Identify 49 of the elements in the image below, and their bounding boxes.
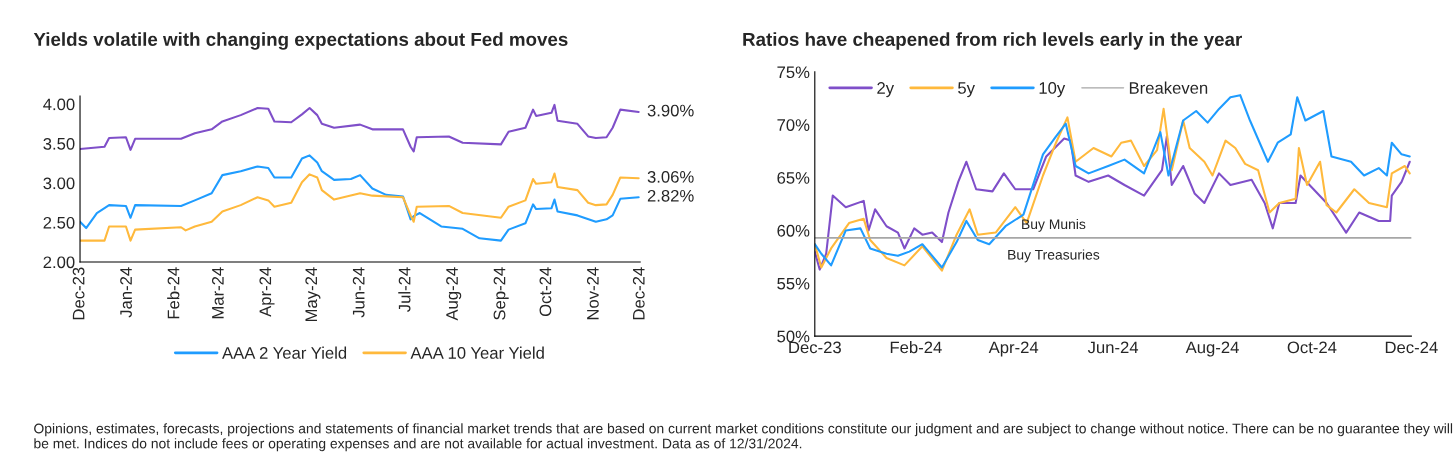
x-tick-label: Dec-23 (789, 341, 841, 354)
line-series (80, 154, 640, 242)
y-tick-label: 2.50 (43, 216, 75, 229)
chart-title: Yields volatile with changing expectations about Fed moves (33, 32, 568, 50)
y-tick-label: 60% (777, 224, 810, 237)
line-series (80, 103, 640, 153)
x-tick-label: Nov-24 (586, 267, 599, 320)
x-tick-label: Feb-24 (167, 267, 180, 319)
x-tick-label: Jun-24 (1087, 341, 1139, 354)
x-tick-label: Dec-24 (632, 267, 645, 320)
annotation: 3.06% (647, 170, 694, 183)
x-tick-label: Dec-24 (1385, 341, 1438, 354)
chart-title: Ratios have cheapened from rich levels early in the year (743, 32, 1242, 50)
x-tick-label: Dec-23 (72, 267, 85, 320)
legend-label: 2y (877, 82, 895, 98)
y-tick-label: 75% (777, 66, 810, 79)
x-tick-label: Apr-24 (259, 267, 275, 317)
x-tick-label: Mar-24 (211, 267, 224, 319)
annotation: 2.82% (647, 189, 694, 202)
legend-label: AAA 10 Year Yield (410, 346, 544, 359)
line-series (814, 135, 1411, 271)
x-tick-label: Jul-24 (398, 267, 411, 312)
y-tick-label: 3.00 (43, 177, 75, 190)
y-tick-label: 2.00 (43, 256, 75, 269)
y-tick-label: 65% (777, 172, 810, 184)
legend-label: 5y (958, 82, 975, 98)
x-tick-label: Aug-24 (1185, 341, 1239, 357)
legend-label: AAA 2 Year Yield (222, 346, 347, 359)
y-tick-label: 50% (777, 330, 810, 343)
x-tick-label: Aug-24 (446, 267, 462, 321)
x-tick-label: Jun-24 (352, 267, 365, 318)
x-tick-label: Sep-24 (493, 267, 509, 320)
text: Opinions, estimates, forecasts, projections and statements of financial market trends that are based on current market conditions constitute our judgment and are subject to change without notice. There can be no guarantee they will be met. Indices do not include fees or operating expenses and are not available for actual investment. Data as of 12/31/2024. (34, 423, 1453, 452)
y-tick-label: 3.50 (43, 137, 75, 150)
x-tick-label: May-24 (305, 267, 321, 322)
y-tick-label: 4.00 (43, 98, 75, 111)
y-tick-label: 70% (777, 119, 810, 131)
x-tick-label: Apr-24 (988, 341, 1039, 357)
annotation: Buy Munis (1022, 218, 1086, 232)
legend-label: 10y (1039, 82, 1066, 98)
legend-label: Breakeven (1129, 81, 1208, 94)
y-tick-label: 55% (777, 277, 810, 290)
line-series (80, 172, 640, 242)
annotation: 3.90% (647, 104, 694, 117)
annotation: Buy Treasuries (1008, 249, 1100, 263)
x-tick-label: Oct-24 (1287, 341, 1337, 354)
x-tick-label: Jan-24 (120, 267, 132, 318)
x-tick-label: Oct-24 (539, 267, 552, 317)
x-tick-label: Feb-24 (890, 341, 942, 354)
